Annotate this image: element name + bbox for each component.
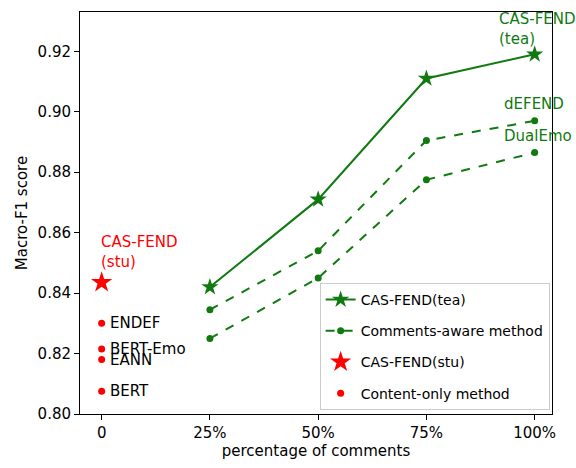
svg-text:dEFEND: dEFEND [504, 95, 564, 113]
svg-text:0.92: 0.92 [38, 43, 71, 61]
svg-text:0.82: 0.82 [38, 345, 71, 363]
svg-text:Content-only method: Content-only method [361, 386, 510, 402]
svg-text:EANN: EANN [110, 351, 152, 369]
svg-text:BERT: BERT [110, 382, 149, 400]
svg-text:0.86: 0.86 [38, 224, 71, 242]
svg-text:Macro-F1 score: Macro-F1 score [13, 156, 31, 270]
svg-text:0.80: 0.80 [38, 405, 71, 423]
svg-text:BERT-Emo: BERT-Emo [110, 340, 186, 358]
svg-text:ENDEF: ENDEF [110, 314, 160, 332]
svg-text:CAS-FEND(tea): CAS-FEND(tea) [499, 10, 576, 48]
svg-text:25%: 25% [193, 424, 226, 442]
svg-text:0.90: 0.90 [38, 103, 71, 121]
svg-text:100%: 100% [513, 424, 556, 442]
svg-text:percentage of comments: percentage of comments [222, 442, 411, 460]
svg-text:0.88: 0.88 [38, 163, 71, 181]
svg-text:50%: 50% [301, 424, 334, 442]
svg-text:0.84: 0.84 [38, 284, 71, 302]
svg-text:0: 0 [97, 424, 107, 442]
svg-text:75%: 75% [410, 424, 443, 442]
svg-text:DualEmo: DualEmo [504, 127, 572, 145]
svg-text:Comments-aware method: Comments-aware method [361, 323, 543, 339]
svg-text:CAS-FEND(tea): CAS-FEND(tea) [361, 292, 466, 308]
svg-text:CAS-FEND(stu): CAS-FEND(stu) [101, 233, 178, 271]
svg-text:CAS-FEND(stu): CAS-FEND(stu) [361, 354, 465, 370]
